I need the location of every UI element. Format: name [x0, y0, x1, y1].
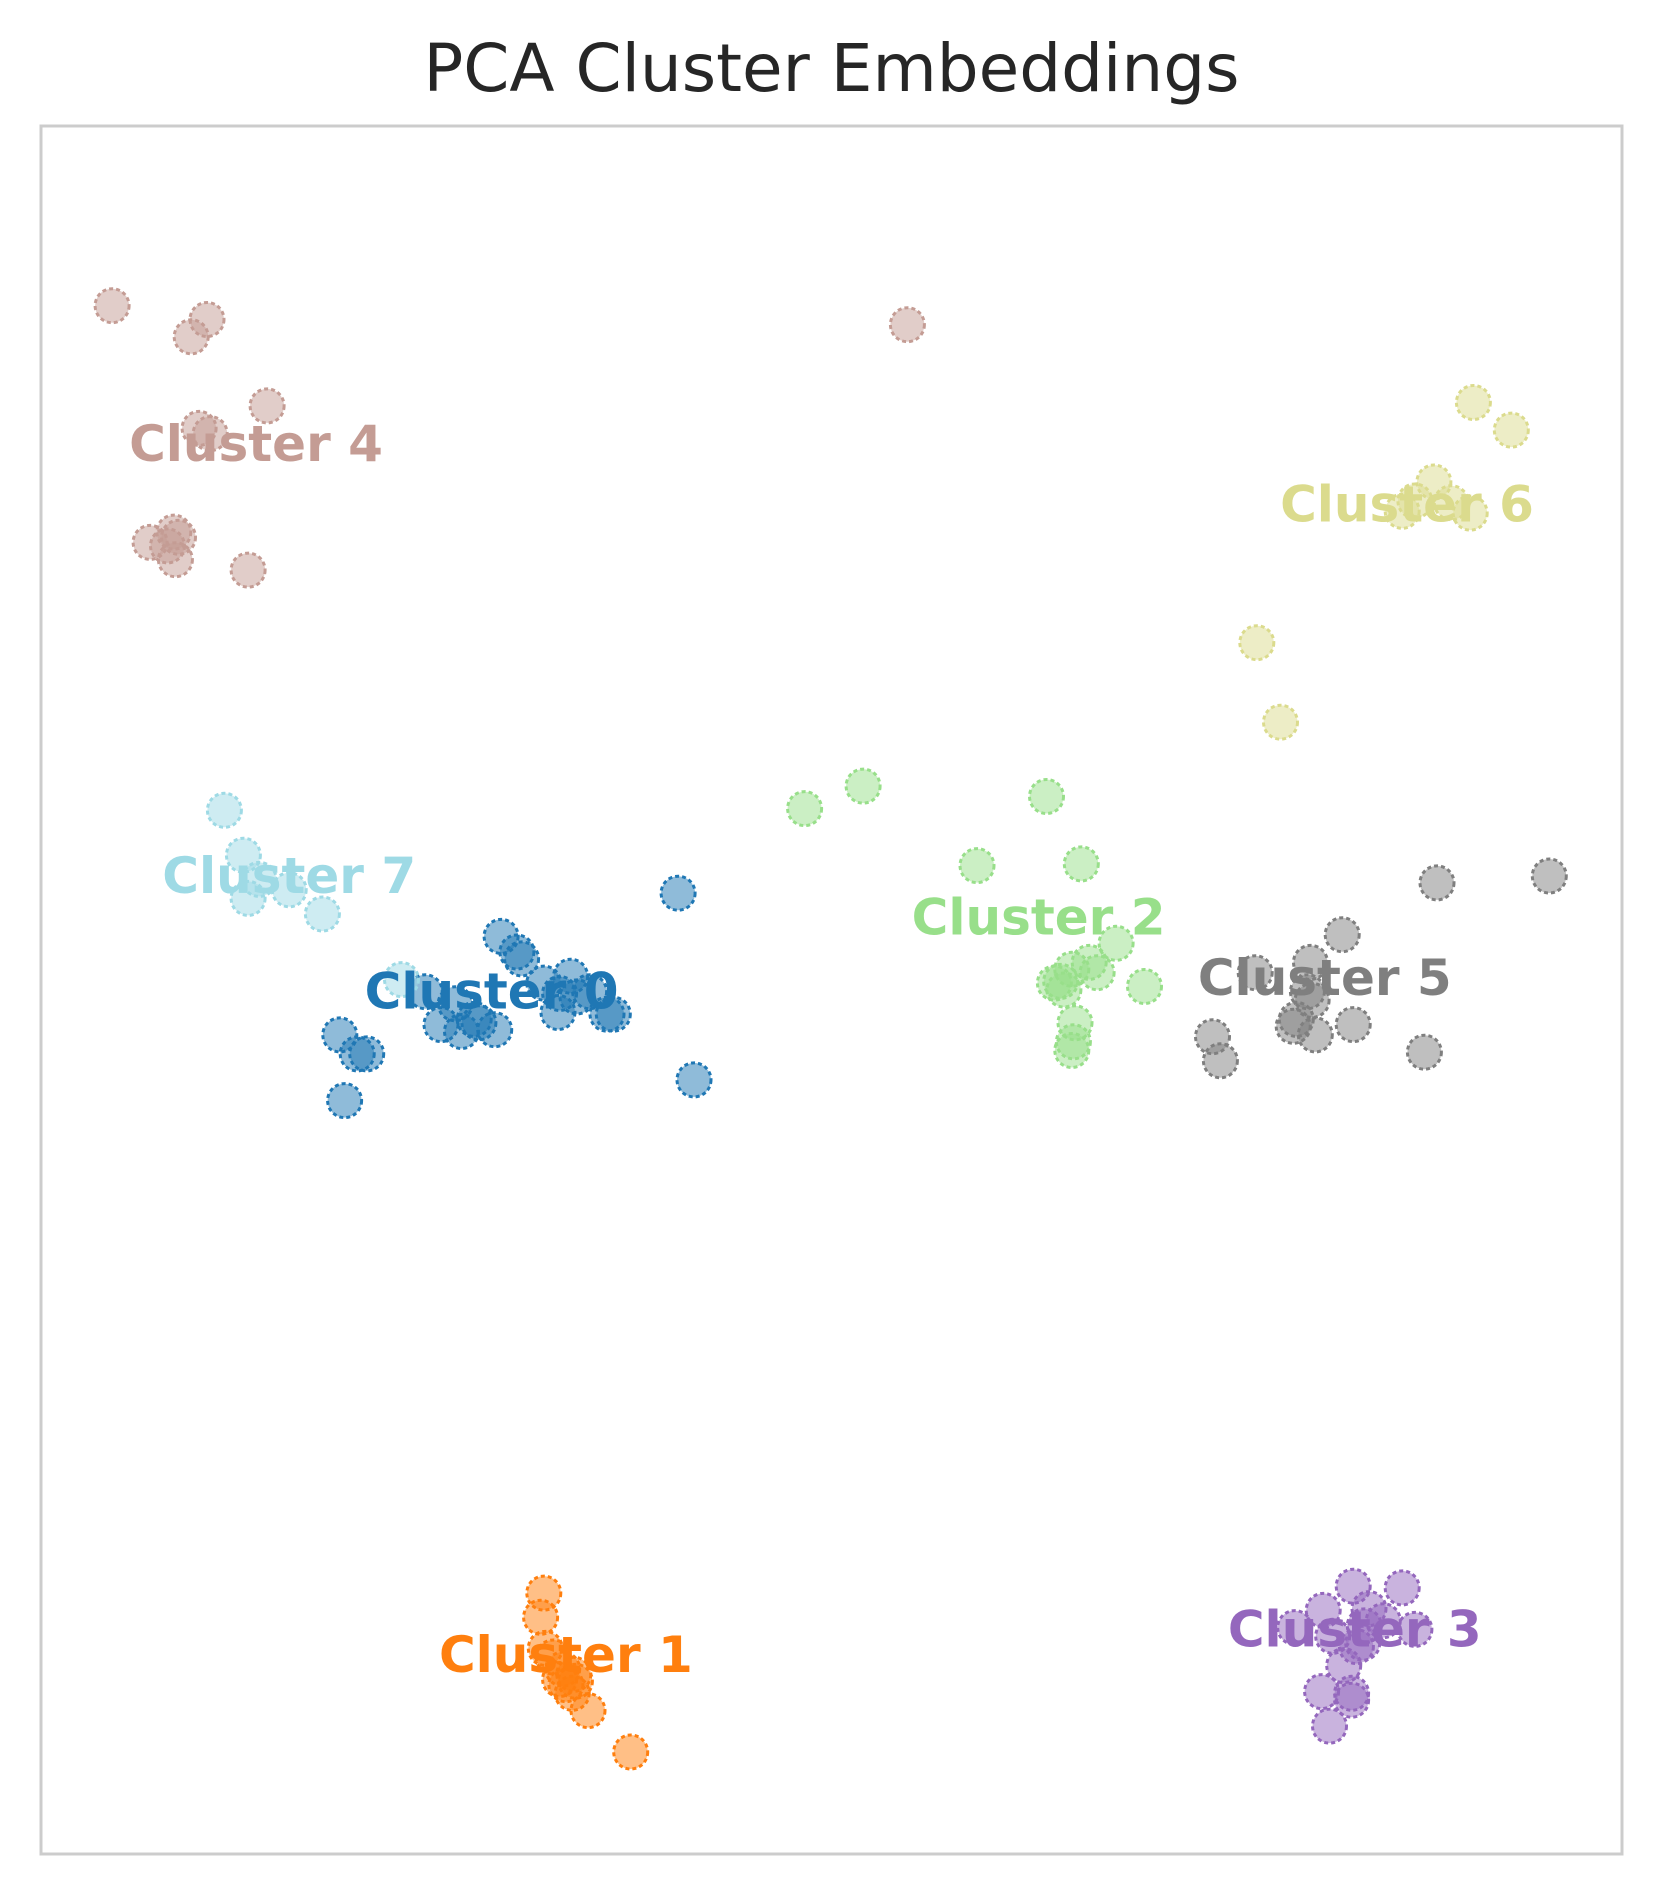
cluster-6-label: Cluster 6 [1280, 475, 1534, 533]
cluster-1-point [541, 1661, 579, 1698]
cluster-5-point [1405, 1033, 1443, 1071]
cluster-0-point [594, 995, 632, 1033]
cluster-4-point [180, 409, 218, 447]
cluster-2-point [844, 767, 882, 805]
cluster-1-point [612, 1733, 650, 1771]
cluster-6-point [1454, 384, 1492, 421]
cluster-7-point [229, 879, 267, 917]
cluster-5-point [1296, 1016, 1334, 1054]
cluster-2-point [1042, 962, 1080, 1000]
cluster-4-point [172, 318, 210, 356]
cluster-0-label: Cluster 0 [365, 963, 619, 1021]
cluster-4-point [156, 541, 194, 579]
cluster-5-label: Cluster 5 [1198, 949, 1452, 1007]
cluster-2-point [1062, 845, 1100, 883]
cluster-7-label: Cluster 7 [162, 847, 416, 905]
cluster-1-label: Cluster 1 [439, 1626, 693, 1684]
points-layer [93, 287, 1568, 1771]
cluster-7-point [205, 791, 243, 829]
cluster-6-point [1238, 624, 1276, 662]
cluster-2-point [1078, 954, 1116, 992]
cluster-2-point [958, 847, 996, 885]
cluster-0-point [659, 874, 697, 912]
cluster-2-point [786, 790, 824, 828]
cluster-3-point [1333, 1681, 1371, 1719]
cluster-6-point [1451, 494, 1489, 532]
cluster-3-point [1311, 1707, 1348, 1745]
cluster-7-point [383, 961, 420, 999]
cluster-0-point [539, 994, 577, 1031]
cluster-5-point [1418, 864, 1456, 902]
plot-frame [39, 124, 1624, 1856]
cluster-4-point [888, 306, 926, 344]
cluster-3-point [1276, 1609, 1314, 1647]
cluster-0-point [460, 1004, 498, 1042]
cluster-5-point [1201, 1042, 1239, 1080]
cluster-5-point [1530, 857, 1568, 895]
chart-title: PCA Cluster Embeddings [423, 30, 1240, 107]
cluster-6-point [1492, 411, 1530, 449]
cluster-0-point [338, 1035, 376, 1073]
cluster-0-point [675, 1061, 713, 1099]
cluster-3-label: Cluster 3 [1228, 1600, 1482, 1658]
cluster-0-point [503, 940, 541, 978]
cluster-7-point [303, 895, 341, 933]
cluster-4-point [248, 387, 286, 425]
cluster-7-point [270, 871, 308, 909]
cluster-3-point [1396, 1610, 1434, 1648]
cluster-6-point [1262, 703, 1299, 741]
cluster-0-point [326, 1082, 364, 1120]
cluster-3-point [1337, 1628, 1375, 1666]
cluster-5-point [1236, 954, 1274, 992]
cluster-0-point [552, 957, 590, 995]
cluster-5-point [1323, 916, 1361, 954]
cluster-1-point [569, 1692, 607, 1730]
cluster-1-point [522, 1598, 560, 1636]
cluster-3-point [1383, 1569, 1421, 1607]
cluster-5-point [1292, 943, 1329, 981]
cluster-2-point [1126, 968, 1163, 1005]
cluster-4-label: Cluster 4 [129, 415, 383, 473]
cluster-2-label: Cluster 2 [912, 888, 1166, 946]
cluster-2-point [1097, 924, 1135, 962]
cluster-4-point [229, 551, 267, 589]
cluster-2-point [1053, 1032, 1091, 1069]
cluster-6-point [1396, 482, 1434, 520]
cluster-2-point [1028, 778, 1065, 815]
cluster-labels-layer: Cluster 0 Cluster 1 Cluster 2 Cluster 3 Clus… [129, 415, 1534, 1684]
cluster-4-point [93, 287, 131, 325]
cluster-5-point [1334, 1006, 1372, 1044]
